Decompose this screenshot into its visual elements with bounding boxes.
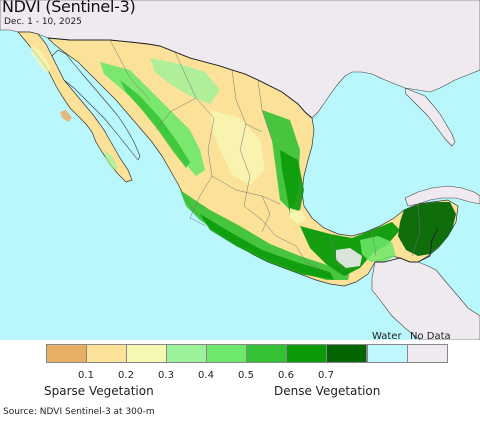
legend-swatch: [246, 344, 287, 363]
dense-vegetation-label: Dense Vegetation: [274, 384, 381, 398]
legend-swatch: [86, 344, 127, 363]
legend-water-swatch: [367, 344, 408, 363]
legend-swatch: [326, 344, 367, 363]
source-note: Source: NDVI Sentinel-3 at 300-m: [3, 407, 155, 417]
date-range: Dec. 1 - 10, 2025: [4, 17, 82, 27]
legend-tick: 0.3: [158, 370, 174, 381]
vegetation-zones: [30, 44, 456, 280]
legend-swatch: [46, 344, 87, 363]
legend-tick: 0.4: [198, 370, 214, 381]
legend-swatch: [286, 344, 327, 363]
cuba: [404, 185, 480, 207]
legend-tick: 0.2: [118, 370, 134, 381]
water-label: Water: [372, 331, 402, 342]
state-borders: [109, 39, 421, 277]
country-borders: [47, 37, 439, 263]
legend-swatch: [126, 344, 167, 363]
page-title: NDVI (Sentinel-3): [2, 0, 136, 16]
legend-tick: 0.5: [238, 370, 254, 381]
legend-nodata-swatch: [407, 344, 448, 363]
nodata-label: No Data: [410, 331, 451, 342]
legend-swatch: [206, 344, 247, 363]
legend-tick: 0.6: [278, 370, 294, 381]
legend-tick: 0.1: [78, 370, 94, 381]
gulf-of-california: [51, 49, 141, 161]
ndvi-map: [0, 0, 480, 340]
florida: [404, 87, 456, 147]
legend-colorbar: [46, 344, 448, 364]
sparse-vegetation-label: Sparse Vegetation: [44, 384, 154, 398]
legend-tick: 0.7: [318, 370, 334, 381]
legend-swatch: [166, 344, 207, 363]
